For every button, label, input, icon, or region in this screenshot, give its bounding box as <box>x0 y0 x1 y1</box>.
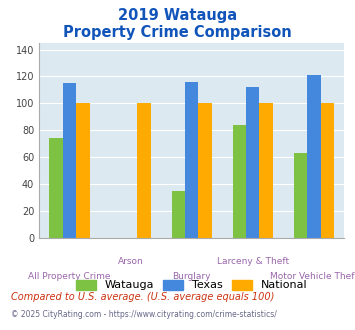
Bar <box>137 103 151 238</box>
Text: Compared to U.S. average. (U.S. average equals 100): Compared to U.S. average. (U.S. average … <box>11 292 274 302</box>
Bar <box>233 125 246 238</box>
Bar <box>294 153 307 238</box>
Text: Larceny & Theft: Larceny & Theft <box>217 257 289 266</box>
Text: Property Crime Comparison: Property Crime Comparison <box>63 25 292 40</box>
Bar <box>246 87 260 238</box>
Bar <box>185 82 198 238</box>
Legend: Watauga, Texas, National: Watauga, Texas, National <box>76 280 307 290</box>
Text: Motor Vehicle Theft: Motor Vehicle Theft <box>270 272 355 281</box>
Bar <box>198 103 212 238</box>
Text: 2019 Watauga: 2019 Watauga <box>118 8 237 23</box>
Text: Burglary: Burglary <box>173 272 211 281</box>
Bar <box>63 83 76 238</box>
Bar <box>260 103 273 238</box>
Bar <box>307 75 321 238</box>
Bar <box>49 138 63 238</box>
Bar <box>171 191 185 238</box>
Text: All Property Crime: All Property Crime <box>28 272 111 281</box>
Text: Arson: Arson <box>118 257 143 266</box>
Bar <box>321 103 334 238</box>
Text: © 2025 CityRating.com - https://www.cityrating.com/crime-statistics/: © 2025 CityRating.com - https://www.city… <box>11 310 277 318</box>
Bar <box>76 103 90 238</box>
